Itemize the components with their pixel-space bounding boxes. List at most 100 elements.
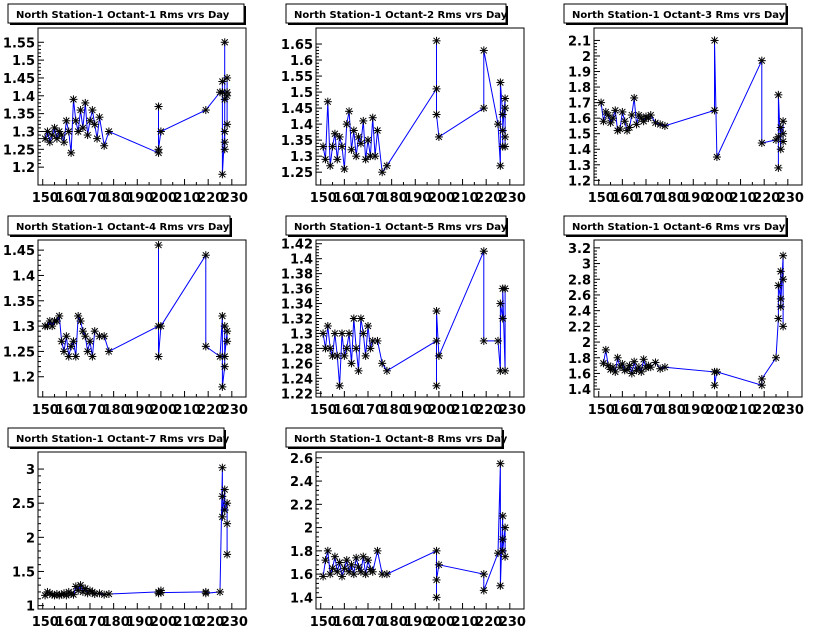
marker-stroke [79, 327, 87, 335]
marker-stroke [100, 591, 108, 599]
data-point [501, 104, 510, 113]
data-point [630, 357, 639, 366]
y-tick-label: 1.32 [281, 313, 313, 328]
data-point [432, 575, 441, 584]
marker-stroke [501, 133, 509, 141]
marker-stroke [345, 330, 353, 337]
x-tick-label: 190 [126, 191, 153, 206]
data-point [349, 570, 358, 579]
data-point [618, 360, 627, 369]
x-tick-label: 180 [103, 191, 130, 206]
title-shadow [566, 235, 788, 237]
marker-stroke [433, 85, 440, 93]
data-point [323, 321, 332, 330]
y-tick-label: 1.4 [568, 143, 591, 158]
data-point [368, 113, 377, 122]
data-point [632, 120, 641, 129]
data-point [479, 586, 488, 595]
marker-stroke [202, 251, 210, 259]
data-point [342, 556, 351, 565]
data-point [779, 322, 788, 331]
marker-stroke [343, 120, 351, 128]
y-tick-label: 2 [26, 531, 35, 546]
data-point [366, 344, 375, 353]
x-tick-label: 230 [777, 403, 804, 418]
data-point [223, 499, 232, 508]
marker-stroke [155, 145, 162, 153]
marker-stroke [51, 124, 58, 132]
x-tick-label: 160 [333, 191, 360, 206]
data-point [218, 463, 227, 472]
data-point [356, 139, 365, 148]
data-point [361, 155, 370, 164]
marker-stroke [779, 130, 787, 138]
x-tick-label: 160 [55, 191, 82, 206]
marker-stroke [65, 128, 73, 135]
marker-stroke [157, 322, 165, 330]
data-point [710, 36, 719, 45]
marker-stroke [497, 460, 504, 467]
data-point [646, 111, 655, 120]
x-tick-label: 170 [635, 403, 662, 418]
data-point [100, 141, 109, 150]
marker-stroke [609, 114, 617, 122]
marker-stroke [96, 332, 103, 340]
data-point [498, 511, 507, 520]
marker-stroke [494, 120, 502, 128]
y-tick-label: 1.4 [12, 269, 35, 284]
data-point [201, 342, 210, 351]
y-tick-label: 1.45 [3, 72, 35, 87]
y-tick-label: 1.3 [290, 327, 313, 342]
data-point [496, 161, 505, 170]
data-point [496, 366, 505, 375]
data-point [64, 352, 73, 361]
data-point [41, 134, 50, 143]
title-shadow-side [244, 6, 246, 25]
chart-title: North Station-1 Octant-3 Rms vrs Day [572, 10, 786, 21]
marker-stroke [53, 135, 61, 142]
marker-stroke [501, 524, 509, 531]
marker-stroke [333, 156, 341, 163]
x-tick-label: 150 [32, 403, 59, 418]
data-point [712, 153, 721, 162]
y-tick-label: 1.36 [281, 283, 313, 298]
y-tick-label: 2.2 [568, 320, 591, 335]
data-point [154, 241, 163, 250]
data-point [501, 284, 510, 293]
marker-stroke [67, 149, 75, 157]
marker-stroke [89, 106, 96, 114]
chart-title: North Station-1 Octant-1 Rms vrs Day [16, 10, 230, 21]
y-tick-label: 1.5 [568, 128, 591, 143]
marker-stroke [221, 145, 229, 153]
y-tick-label: 1.22 [281, 387, 313, 402]
data-point [328, 351, 337, 360]
data-point [333, 567, 342, 576]
marker-stroke [89, 353, 96, 360]
plot-frame [315, 239, 525, 398]
x-tick-label: 200 [428, 403, 455, 418]
data-point [496, 78, 505, 87]
chart-title: North Station-1 Octant-2 Rms vrs Day [294, 10, 508, 21]
data-point [45, 138, 54, 147]
x-tick-label: 170 [635, 191, 662, 206]
data-point [76, 581, 85, 590]
y-tick-label: 1.28 [281, 342, 313, 357]
marker-stroke [433, 307, 440, 315]
marker-stroke [614, 354, 621, 362]
data-point [644, 114, 653, 123]
data-point [776, 145, 785, 154]
chart-panel-octant-6: North Station-1 Octant-6 Rms vrs Day1501… [563, 215, 804, 418]
marker-stroke [155, 103, 162, 110]
title-shadow-side [786, 218, 788, 237]
data-point [599, 117, 608, 126]
data-point [776, 294, 785, 303]
marker-stroke [497, 300, 504, 307]
marker-stroke [326, 162, 334, 170]
data-point [223, 120, 232, 129]
title-shadow [10, 447, 226, 449]
marker-stroke [84, 131, 91, 139]
title-shadow [566, 23, 788, 25]
y-tick-label: 1.5 [12, 54, 35, 69]
marker-stroke [777, 303, 785, 311]
data-point [501, 94, 510, 103]
